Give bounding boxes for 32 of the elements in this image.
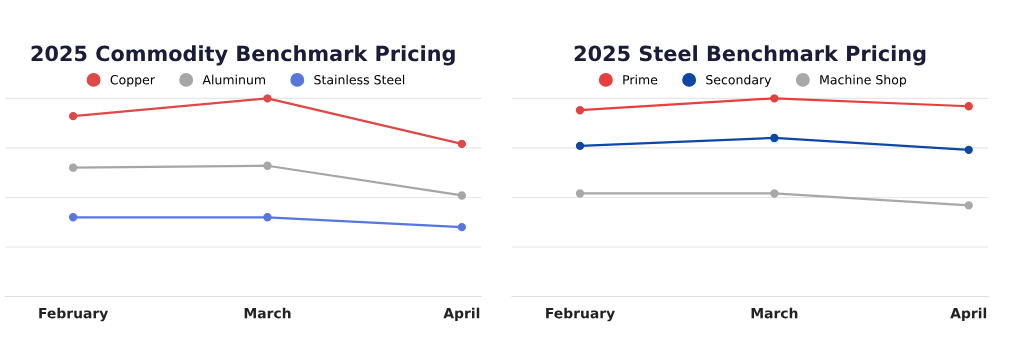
point — [575, 189, 585, 198]
point — [575, 141, 585, 151]
chart-title: 2025 Commodity Benchmark Pricing — [31, 45, 455, 66]
point — [770, 133, 779, 143]
point — [263, 94, 272, 103]
point — [964, 145, 973, 155]
point — [770, 189, 779, 198]
point — [68, 213, 78, 222]
point — [263, 161, 272, 170]
point — [770, 94, 779, 103]
x-tick-label: April — [950, 307, 987, 322]
point — [964, 102, 973, 111]
point — [68, 111, 78, 121]
point — [68, 163, 78, 172]
x-tick-label: February — [546, 307, 615, 322]
x-tick-label: February — [39, 307, 109, 322]
legend-label: Machine Shop — [820, 74, 907, 87]
x-tick-label: March — [751, 307, 798, 319]
legend-label: Secondary — [706, 74, 772, 87]
point — [263, 213, 272, 222]
chart-title: 2025 Steel Benchmark Pricing — [574, 45, 926, 66]
point — [457, 223, 467, 232]
point — [575, 106, 585, 115]
legend-label: Stainless Steel — [314, 74, 405, 85]
legend-label: Aluminum — [202, 74, 265, 85]
x-tick-label: March — [244, 307, 291, 319]
point — [457, 139, 467, 149]
point — [457, 191, 467, 200]
legend-label: Copper — [110, 74, 155, 87]
x-tick-label: April — [443, 307, 480, 322]
point — [964, 201, 973, 210]
legend-label: Prime — [623, 74, 658, 85]
